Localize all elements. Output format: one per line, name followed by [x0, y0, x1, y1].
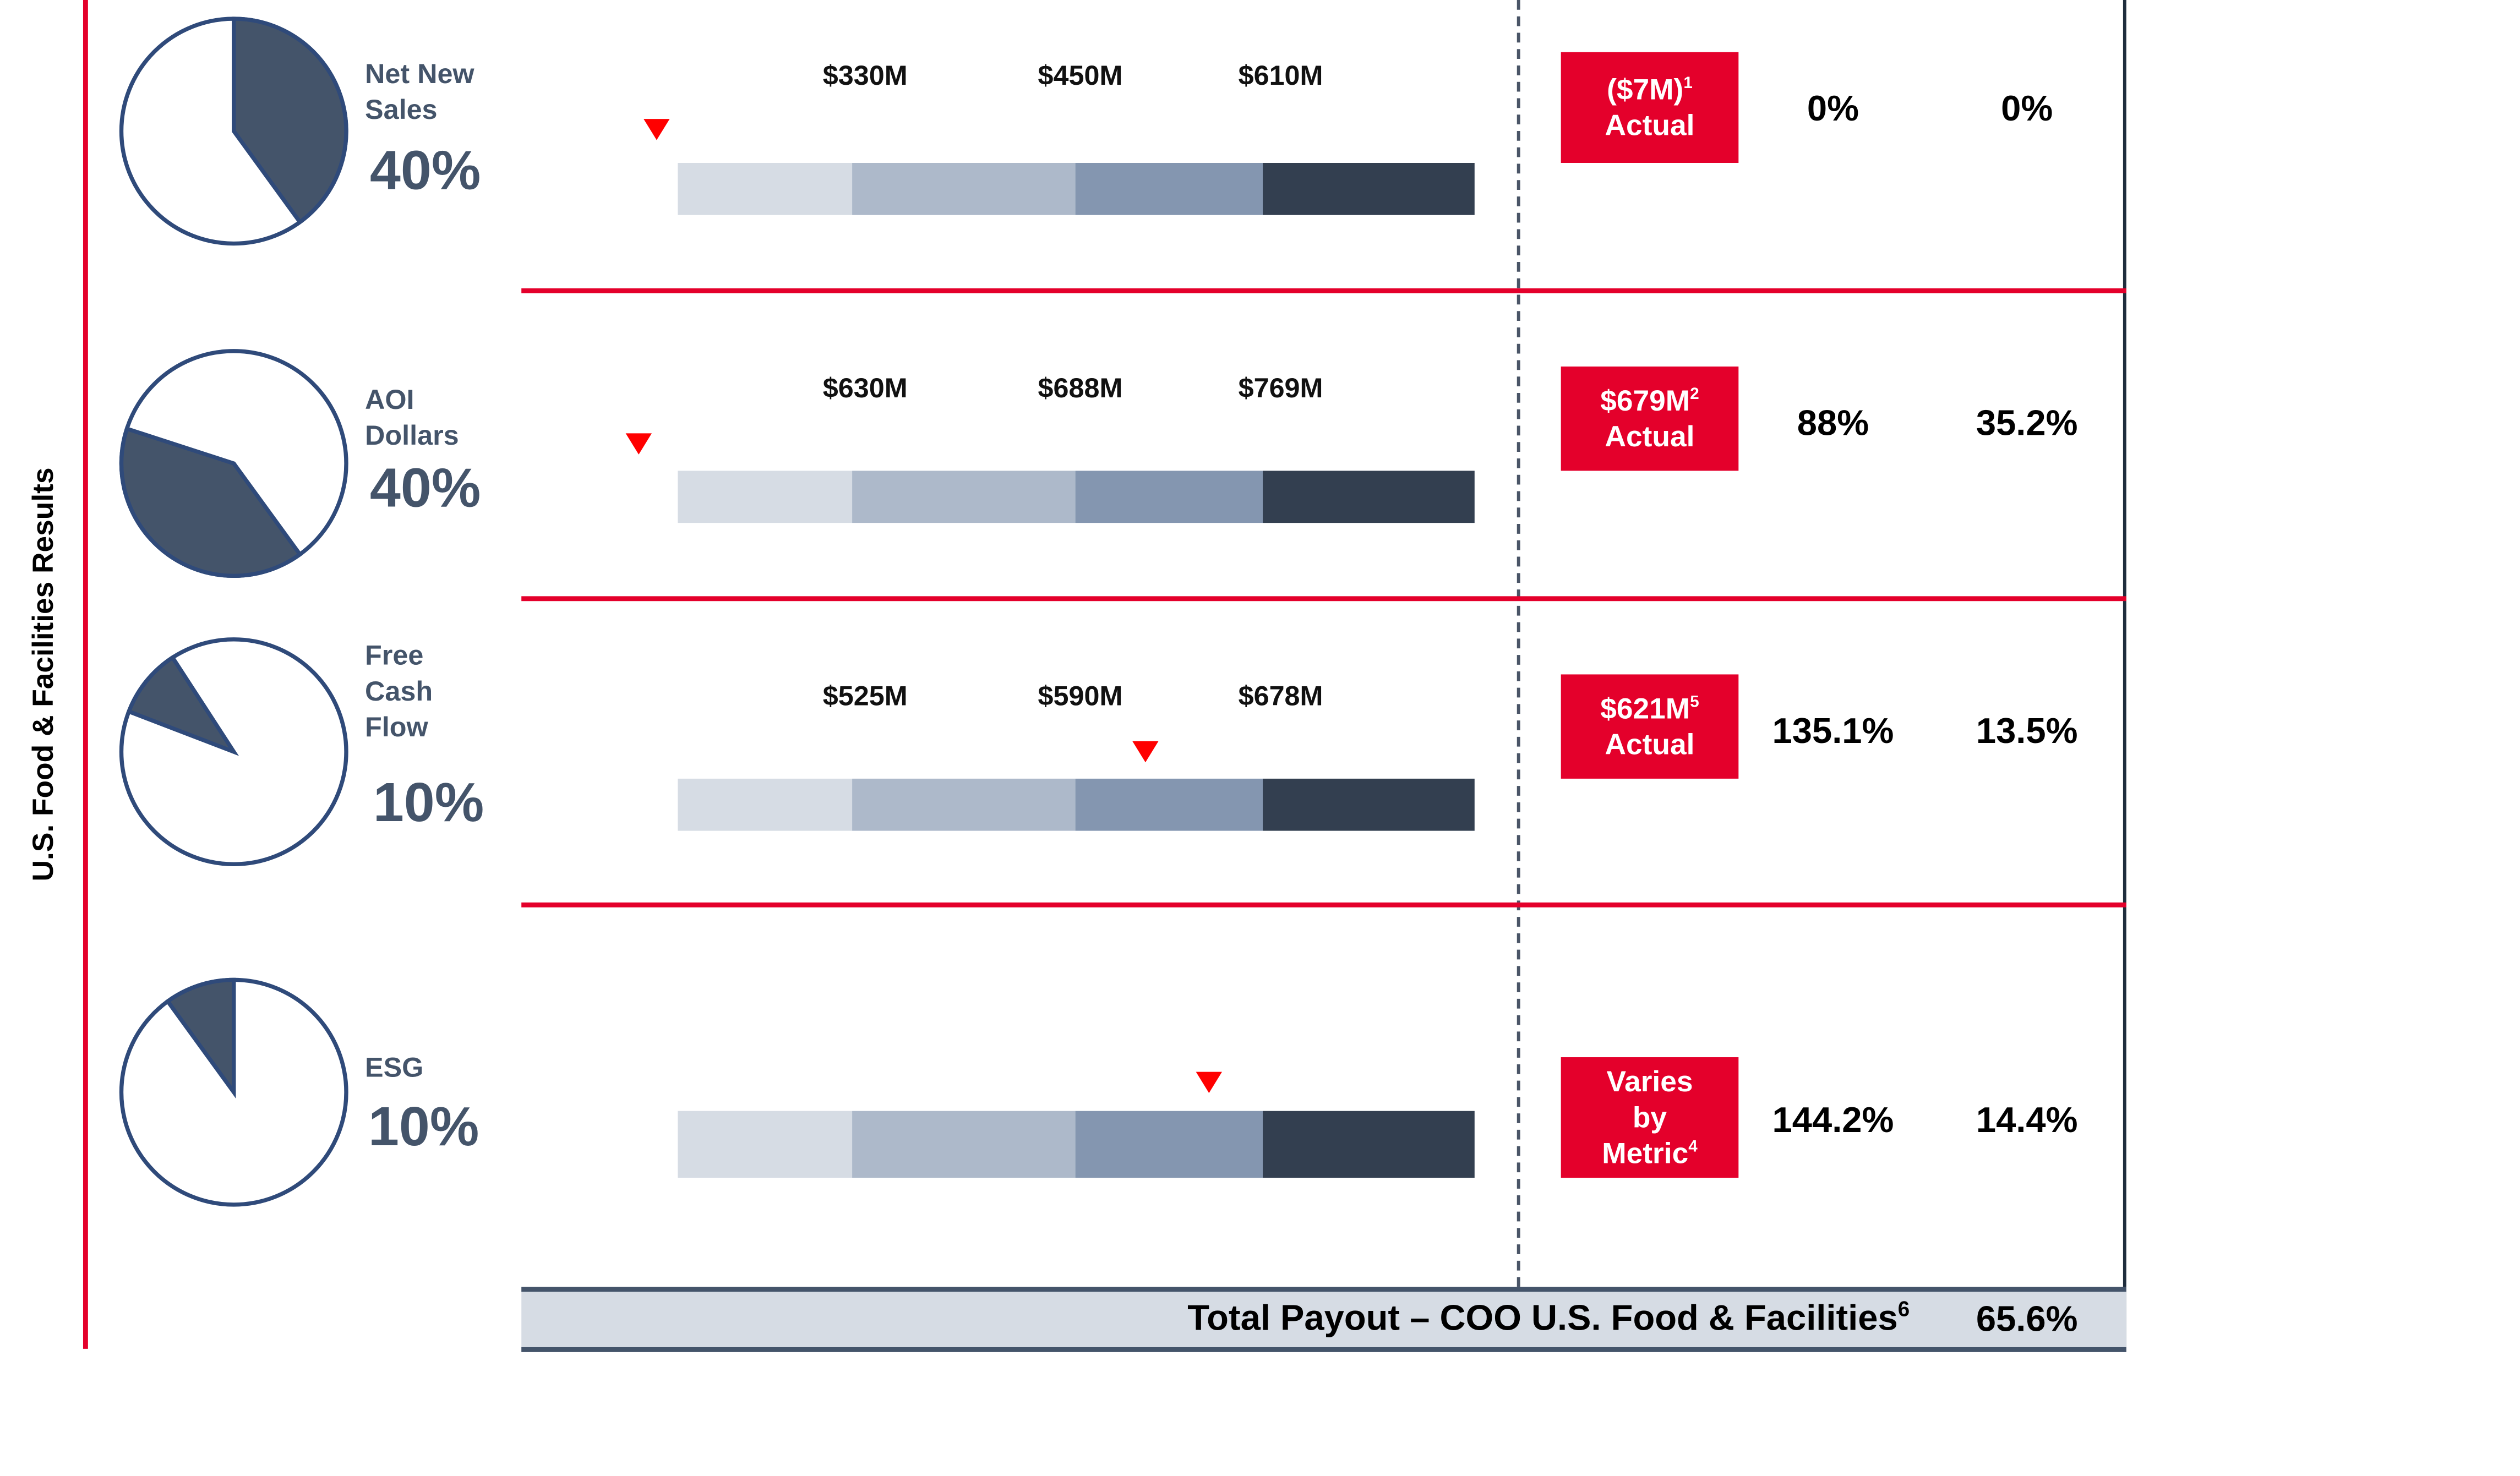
bar-band — [1075, 778, 1263, 831]
performance-bar — [678, 778, 1475, 831]
pie-slice — [232, 17, 348, 225]
pie-slice — [126, 654, 239, 756]
actual-amount: $679M2 — [1600, 384, 1699, 417]
weight-pie — [119, 17, 348, 246]
actual-suffix: Actual — [1605, 420, 1695, 453]
bar-band — [1075, 471, 1263, 523]
row-separator — [521, 596, 2126, 602]
threshold-label: $630M — [822, 373, 908, 404]
bar-band — [678, 778, 853, 831]
pie-slice — [119, 426, 303, 578]
actual-marker — [1196, 1072, 1223, 1094]
metric-weight: 40% — [369, 140, 481, 203]
bar-band — [852, 778, 1076, 831]
left-rule — [83, 0, 88, 1349]
bar-band — [678, 471, 853, 523]
metric-weight: 40% — [369, 457, 481, 520]
total-payout-footnote: 6 — [1897, 1297, 1910, 1321]
achievement-percent: 135.1% — [1772, 710, 1894, 751]
threshold-label: $525M — [822, 681, 908, 712]
payout-percent: 14.4% — [1976, 1100, 2078, 1140]
actual-footnote: 4 — [1688, 1139, 1698, 1157]
bar-band — [1263, 1111, 1475, 1178]
actual-line: by — [1632, 1101, 1667, 1134]
actual-line: Varies — [1606, 1065, 1693, 1098]
metric-name-line: Cash — [365, 676, 433, 707]
actual-value-box: ($7M)1 Actual — [1561, 52, 1739, 163]
threshold-label: $610M — [1238, 60, 1323, 91]
total-payout-text: Total Payout – COO U.S. Food & Facilitie… — [1187, 1297, 1898, 1338]
dashed-divider — [1517, 0, 1520, 1287]
bar-band — [852, 163, 1076, 215]
actual-value-box: $679M2 Actual — [1561, 367, 1739, 471]
threshold-label: $450M — [1038, 60, 1123, 91]
achievement-percent: 144.2% — [1772, 1100, 1894, 1140]
bar-band — [852, 471, 1076, 523]
actual-line: Metric4 — [1602, 1137, 1698, 1170]
bar-band — [1075, 163, 1263, 215]
metric-name-line: Sales — [365, 94, 438, 125]
right-rule — [2123, 0, 2126, 1352]
metric-name-line: ESG — [365, 1052, 424, 1084]
performance-bar — [678, 1111, 1475, 1178]
threshold-label: $769M — [1238, 373, 1323, 404]
actual-marker — [625, 433, 652, 455]
metric-name-line: AOI — [365, 384, 414, 416]
total-payout-bar — [521, 1287, 2126, 1352]
metric-name-line: Flow — [365, 712, 428, 743]
bar-band — [1263, 471, 1475, 523]
threshold-label: $688M — [1038, 373, 1123, 404]
actual-footnote: 5 — [1690, 693, 1699, 712]
metric-name-line: Free — [365, 640, 424, 671]
pie-slice — [165, 977, 236, 1099]
threshold-label: $330M — [822, 60, 908, 91]
actual-marker — [1132, 741, 1159, 763]
threshold-label: $678M — [1238, 681, 1323, 712]
achievement-percent: 88% — [1797, 402, 1869, 444]
weight-pie — [119, 977, 348, 1207]
metric-name: AOI Dollars — [365, 383, 459, 455]
achievement-percent: 0% — [1807, 88, 1859, 129]
actual-value-box: $621M5 Actual — [1561, 674, 1739, 779]
metric-weight: 10% — [368, 1096, 479, 1158]
bar-band — [1075, 1111, 1263, 1178]
metric-name: Free Cash Flow — [365, 638, 433, 746]
weight-pie — [119, 349, 348, 578]
actual-amount: $621M5 — [1600, 692, 1699, 725]
actual-suffix: Actual — [1605, 109, 1695, 142]
threshold-label: $590M — [1038, 681, 1123, 712]
payout-percent: 35.2% — [1976, 402, 2078, 444]
bar-band — [678, 163, 853, 215]
metric-name: Net New Sales — [365, 57, 474, 129]
performance-bar — [678, 163, 1475, 215]
row-separator — [521, 902, 2126, 908]
metric-name-line: Net New — [365, 58, 474, 90]
bar-band — [1263, 163, 1475, 215]
metric-name: ESG — [365, 1051, 423, 1086]
total-payout-value: 65.6% — [1976, 1298, 2078, 1340]
row-separator — [521, 288, 2126, 293]
actual-value-box: Varies by Metric4 — [1561, 1057, 1739, 1178]
actual-suffix: Actual — [1605, 728, 1695, 761]
metric-name-line: Dollars — [365, 420, 459, 451]
payout-percent: 13.5% — [1976, 710, 2078, 751]
weight-pie — [119, 637, 348, 866]
total-payout-label: Total Payout – COO U.S. Food & Facilitie… — [1187, 1297, 1910, 1340]
bar-band — [852, 1111, 1076, 1178]
bar-band — [1263, 778, 1475, 831]
performance-bar — [678, 471, 1475, 523]
bar-band — [678, 1111, 853, 1178]
section-title: U.S. Food & Facilities Results — [26, 467, 60, 882]
metric-weight: 10% — [373, 772, 484, 834]
actual-amount: ($7M)1 — [1607, 73, 1693, 106]
actual-marker — [643, 119, 670, 140]
actual-footnote: 1 — [1683, 75, 1693, 93]
payout-percent: 0% — [2001, 88, 2053, 129]
actual-footnote: 2 — [1690, 386, 1699, 404]
